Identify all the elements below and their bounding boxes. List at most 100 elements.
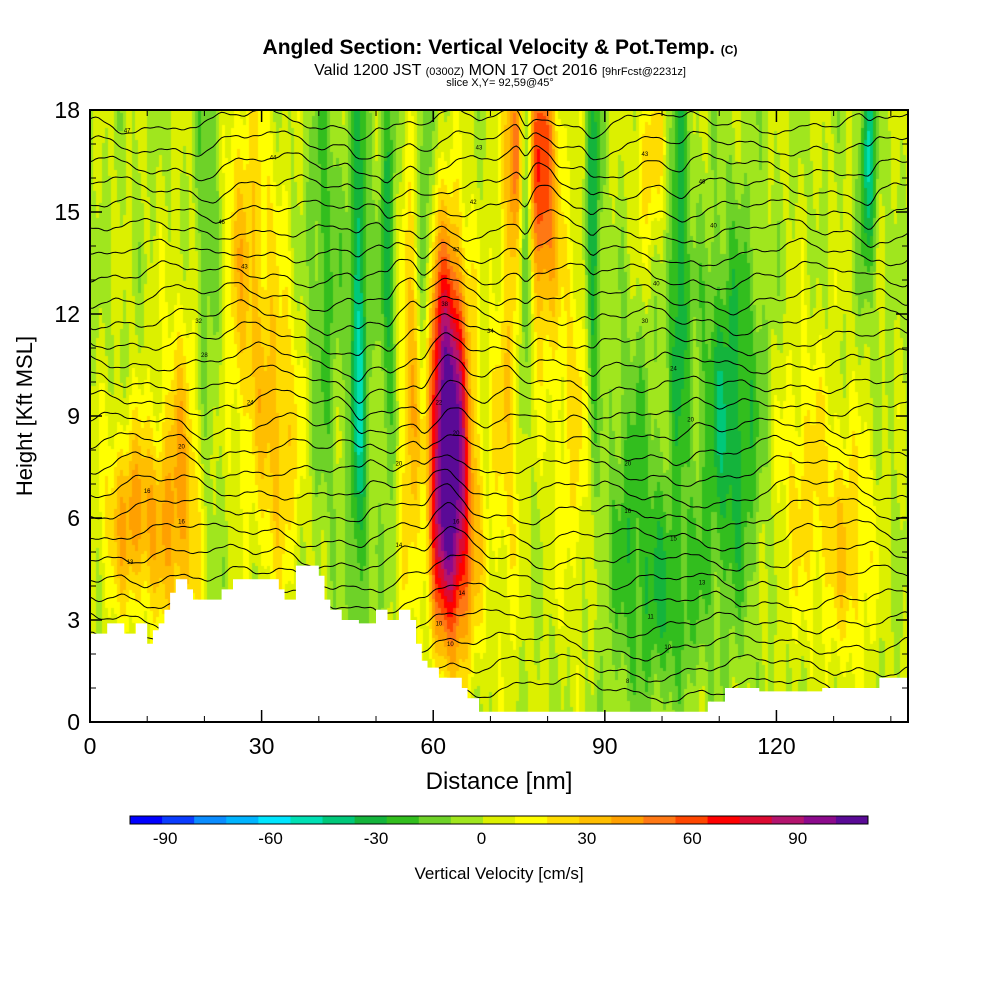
theta-label: 20 (396, 462, 403, 468)
colorbar-tick-label: -60 (258, 829, 283, 848)
theta-label: 20 (687, 417, 694, 423)
y-tick-label: 6 (67, 505, 80, 531)
valid-zulu: (0300Z) (425, 66, 465, 78)
theta-label: 34 (487, 329, 494, 335)
theta-label: 10 (436, 621, 443, 627)
colorbar-segment (515, 816, 548, 824)
colorbar-label: Vertical Velocity [cm/s] (414, 864, 584, 883)
x-tick-label: 60 (420, 733, 446, 759)
colorbar-tick-label: 90 (788, 829, 807, 848)
colorbar-segment (675, 816, 709, 824)
colorbar-segment (386, 816, 420, 824)
theta-label: 47 (124, 128, 131, 134)
theta-label: 11 (647, 615, 654, 621)
theta-isoline (90, 468, 908, 509)
y-axis-label: Height [Kft MSL] (12, 335, 37, 497)
theta-label: 20 (453, 431, 460, 437)
y-tick-label: 18 (54, 97, 80, 123)
colorbar-tick-label: 60 (683, 829, 702, 848)
theta-label: 44 (270, 156, 277, 162)
theta-label: 46 (218, 220, 225, 226)
theta-isoline (90, 554, 908, 593)
theta-isoline (90, 501, 908, 552)
x-axis: 0 30 60 90 120 (84, 110, 892, 759)
theta-label: 22 (436, 400, 443, 406)
colorbar-tick-label: 0 (477, 829, 486, 848)
theta-isoline (90, 525, 908, 572)
theta-isoline (90, 483, 908, 532)
theta-isoline (90, 145, 908, 184)
valid-forecast: [9hrFcst@2231z] (601, 66, 686, 78)
colorbar-segment (739, 816, 773, 824)
theta-isoline (90, 432, 908, 467)
y-tick-label: 3 (67, 607, 80, 633)
y-tick-label: 15 (54, 199, 80, 225)
colorbar-segment (803, 816, 837, 824)
slice-info: slice X,Y= 92,59@45° (446, 77, 554, 89)
theta-label: 16 (144, 489, 151, 495)
theta-isoline (90, 407, 908, 442)
x-tick-label: 120 (757, 733, 795, 759)
theta-label: 32 (195, 319, 202, 325)
y-tick-label: 9 (67, 403, 80, 429)
chart-title-tag: (C) (720, 43, 738, 57)
theta-label: 24 (670, 366, 677, 372)
theta-isoline (90, 313, 908, 357)
theta-label: 43 (642, 152, 649, 158)
colorbar-segment (707, 816, 741, 824)
chart-subtitle: Valid 1200 JST (0300Z) MON 17 Oct 2016 [… (0, 62, 1000, 80)
x-axis-label: Distance [nm] (425, 768, 573, 795)
colorbar-segment (579, 816, 612, 824)
theta-isoline (90, 209, 908, 249)
terrain (90, 565, 908, 722)
theta-isoline (90, 258, 908, 291)
colorbar-segment (290, 816, 324, 824)
colorbar-segment (258, 816, 291, 824)
theta-isoline (90, 110, 908, 142)
valid-prefix: Valid 1200 JST (314, 62, 422, 79)
theta-isoline (90, 332, 908, 383)
x-tick-label: 30 (249, 733, 275, 759)
theta-label: 8 (626, 679, 630, 685)
colorbar-segment (354, 816, 388, 824)
colorbar-segment (835, 816, 869, 824)
y-axis: 0 3 6 9 12 15 18 (54, 97, 908, 735)
y-tick-label: 12 (54, 301, 80, 327)
y-tick-label: 0 (67, 709, 80, 735)
colorbar-segment (611, 816, 644, 824)
colorbar-segment (771, 816, 805, 824)
theta-isoline (90, 184, 908, 230)
theta-label: 20 (178, 445, 185, 451)
colorbar: -90 -60 -30 0 30 60 90 (129, 815, 869, 848)
colorbar-segment (162, 816, 195, 824)
theta-label: 28 (201, 353, 208, 359)
colorbar-frame (129, 815, 869, 825)
colorbar-tick-label: -30 (364, 829, 389, 848)
colorbar-segment (547, 816, 580, 824)
theta-isoline (90, 277, 908, 316)
theta-label: 10 (664, 645, 671, 651)
colorbar-segment (194, 816, 227, 824)
colorbar-tick-label: -90 (153, 829, 178, 848)
theta-isoline (90, 354, 908, 404)
colorbar-segment (130, 816, 163, 824)
chart-title-main: Angled Section: Vertical Velocity & Pot.… (262, 36, 715, 59)
theta-label: 46 (699, 179, 706, 185)
y-axis-label-box: Height [Kft MSL] (12, 110, 37, 722)
theta-label: 43 (241, 264, 248, 270)
theta-labels: 47 44 43 43 46 46 42 40 42 43 40 38 32 30 34 28 24 24 22 20… (124, 128, 718, 685)
theta-label: 10 (447, 642, 454, 648)
colorbar-segment (418, 816, 452, 824)
colorbar-segment (226, 816, 259, 824)
theta-label: 16 (624, 509, 631, 515)
theta-label: 13 (699, 581, 706, 587)
theta-label: 40 (710, 224, 717, 230)
theta-label: 42 (453, 247, 460, 253)
theta-label: 38 (441, 302, 448, 308)
theta-label: 30 (642, 319, 649, 325)
theta-label: 40 (653, 281, 660, 287)
valid-date: MON 17 Oct 2016 (468, 62, 598, 79)
theta-label: 14 (396, 543, 403, 549)
theta-label: 24 (247, 400, 254, 406)
